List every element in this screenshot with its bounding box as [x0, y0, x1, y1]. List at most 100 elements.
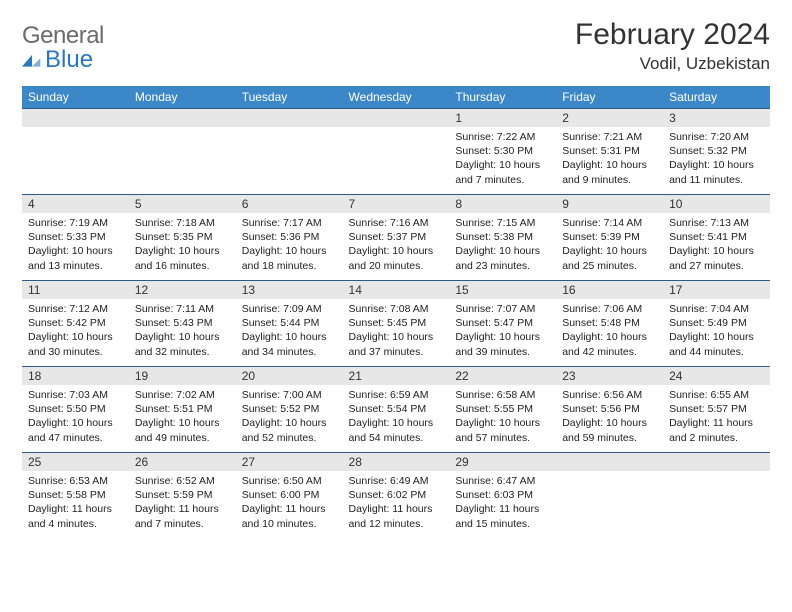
day-details: Sunrise: 6:50 AMSunset: 6:00 PMDaylight:… — [236, 471, 343, 534]
daylight-line: Daylight: 10 hours and 16 minutes. — [135, 244, 230, 272]
calendar-week-row: 11Sunrise: 7:12 AMSunset: 5:42 PMDayligh… — [22, 281, 770, 367]
calendar-day-cell: 3Sunrise: 7:20 AMSunset: 5:32 PMDaylight… — [663, 109, 770, 195]
day-number: 15 — [449, 281, 556, 299]
daylight-line: Daylight: 11 hours and 2 minutes. — [669, 416, 764, 444]
daylight-line: Daylight: 10 hours and 9 minutes. — [562, 158, 657, 186]
daylight-line: Daylight: 10 hours and 57 minutes. — [455, 416, 550, 444]
daylight-line: Daylight: 10 hours and 54 minutes. — [349, 416, 444, 444]
day-details: Sunrise: 7:12 AMSunset: 5:42 PMDaylight:… — [22, 299, 129, 362]
calendar-day-cell: 12Sunrise: 7:11 AMSunset: 5:43 PMDayligh… — [129, 281, 236, 367]
day-number: 10 — [663, 195, 770, 213]
sunset-line: Sunset: 5:57 PM — [669, 402, 764, 416]
location: Vodil, Uzbekistan — [575, 54, 770, 74]
day-header: Saturday — [663, 86, 770, 109]
daylight-line: Daylight: 10 hours and 23 minutes. — [455, 244, 550, 272]
day-number: 6 — [236, 195, 343, 213]
day-number: 12 — [129, 281, 236, 299]
sunrise-line: Sunrise: 7:20 AM — [669, 130, 764, 144]
sunrise-line: Sunrise: 7:17 AM — [242, 216, 337, 230]
sunset-line: Sunset: 5:47 PM — [455, 316, 550, 330]
sunrise-line: Sunrise: 6:50 AM — [242, 474, 337, 488]
sunset-line: Sunset: 5:59 PM — [135, 488, 230, 502]
day-number: 16 — [556, 281, 663, 299]
calendar-day-cell: 25Sunrise: 6:53 AMSunset: 5:58 PMDayligh… — [22, 453, 129, 539]
calendar-day-cell: 29 Sunrise: 6:47 AMSunset: 6:03 PMDayligh… — [449, 453, 556, 539]
sunrise-line: Sunrise: 7:12 AM — [28, 302, 123, 316]
sunrise-line: Sunrise: 7:04 AM — [669, 302, 764, 316]
calendar-day-cell: 19Sunrise: 7:02 AMSunset: 5:51 PMDayligh… — [129, 367, 236, 453]
daylight-line: Daylight: 10 hours and 25 minutes. — [562, 244, 657, 272]
sunrise-line: Sunrise: 6:56 AM — [562, 388, 657, 402]
calendar-day-cell — [343, 109, 450, 195]
day-details: Sunrise: 7:22 AMSunset: 5:30 PMDaylight:… — [449, 127, 556, 190]
sunset-line: Sunset: 5:49 PM — [669, 316, 764, 330]
day-number: 9 — [556, 195, 663, 213]
logo-text-blue: Blue — [22, 48, 104, 72]
day-details: Sunrise: 7:11 AMSunset: 5:43 PMDaylight:… — [129, 299, 236, 362]
daylight-line: Daylight: 10 hours and 18 minutes. — [242, 244, 337, 272]
logo-text-block: General Blue — [22, 24, 104, 72]
calendar-day-cell: 8Sunrise: 7:15 AMSunset: 5:38 PMDaylight… — [449, 195, 556, 281]
sunset-line: Sunset: 5:54 PM — [349, 402, 444, 416]
day-details: Sunrise: 6:52 AMSunset: 5:59 PMDaylight:… — [129, 471, 236, 534]
daylight-line: Daylight: 10 hours and 34 minutes. — [242, 330, 337, 358]
day-details: Sunrise: 6:56 AMSunset: 5:56 PMDaylight:… — [556, 385, 663, 448]
day-number: 4 — [22, 195, 129, 213]
day-number: 20 — [236, 367, 343, 385]
sunrise-line: Sunrise: 6:47 AM — [455, 474, 550, 488]
sunset-line: Sunset: 5:30 PM — [455, 144, 550, 158]
sunset-line: Sunset: 5:55 PM — [455, 402, 550, 416]
day-header: Sunday — [22, 86, 129, 109]
day-details: Sunrise: 7:21 AMSunset: 5:31 PMDaylight:… — [556, 127, 663, 190]
daylight-line: Daylight: 10 hours and 49 minutes. — [135, 416, 230, 444]
day-header: Tuesday — [236, 86, 343, 109]
calendar-day-cell: 15Sunrise: 7:07 AMSunset: 5:47 PMDayligh… — [449, 281, 556, 367]
calendar-week-row: 25Sunrise: 6:53 AMSunset: 5:58 PMDayligh… — [22, 453, 770, 539]
daylight-line: Daylight: 10 hours and 47 minutes. — [28, 416, 123, 444]
calendar-week-row: 18Sunrise: 7:03 AMSunset: 5:50 PMDayligh… — [22, 367, 770, 453]
day-header: Thursday — [449, 86, 556, 109]
calendar-day-cell: 27Sunrise: 6:50 AMSunset: 6:00 PMDayligh… — [236, 453, 343, 539]
calendar-table: Sunday Monday Tuesday Wednesday Thursday… — [22, 86, 770, 539]
calendar-day-cell: 7Sunrise: 7:16 AMSunset: 5:37 PMDaylight… — [343, 195, 450, 281]
sunrise-line: Sunrise: 7:00 AM — [242, 388, 337, 402]
sunset-line: Sunset: 5:37 PM — [349, 230, 444, 244]
day-details: Sunrise: 7:02 AMSunset: 5:51 PMDaylight:… — [129, 385, 236, 448]
day-details: Sunrise: 7:04 AMSunset: 5:49 PMDaylight:… — [663, 299, 770, 362]
daylight-line: Daylight: 10 hours and 44 minutes. — [669, 330, 764, 358]
sunrise-line: Sunrise: 6:55 AM — [669, 388, 764, 402]
sunrise-line: Sunrise: 6:59 AM — [349, 388, 444, 402]
day-details: Sunrise: 7:18 AMSunset: 5:35 PMDaylight:… — [129, 213, 236, 276]
sunrise-line: Sunrise: 7:08 AM — [349, 302, 444, 316]
logo-triangle-icon — [22, 53, 42, 67]
day-number: 13 — [236, 281, 343, 299]
day-number: 18 — [22, 367, 129, 385]
sunrise-line: Sunrise: 7:07 AM — [455, 302, 550, 316]
sunset-line: Sunset: 6:03 PM — [455, 488, 550, 502]
sunrise-line: Sunrise: 7:11 AM — [135, 302, 230, 316]
day-number: 11 — [22, 281, 129, 299]
day-header: Wednesday — [343, 86, 450, 109]
day-number: 7 — [343, 195, 450, 213]
sunset-line: Sunset: 5:38 PM — [455, 230, 550, 244]
day-details: Sunrise: 7:07 AMSunset: 5:47 PMDaylight:… — [449, 299, 556, 362]
sunrise-line: Sunrise: 6:53 AM — [28, 474, 123, 488]
day-number: 5 — [129, 195, 236, 213]
calendar-day-cell — [22, 109, 129, 195]
day-details: Sunrise: 7:08 AMSunset: 5:45 PMDaylight:… — [343, 299, 450, 362]
daylight-line: Daylight: 10 hours and 27 minutes. — [669, 244, 764, 272]
sunset-line: Sunset: 5:48 PM — [562, 316, 657, 330]
daylight-line: Daylight: 11 hours and 15 minutes. — [455, 502, 550, 530]
day-details: Sunrise: 6:49 AMSunset: 6:02 PMDaylight:… — [343, 471, 450, 534]
calendar-day-cell — [129, 109, 236, 195]
sunrise-line: Sunrise: 7:18 AM — [135, 216, 230, 230]
calendar-day-cell: 1Sunrise: 7:22 AMSunset: 5:30 PMDaylight… — [449, 109, 556, 195]
day-details: Sunrise: 7:20 AMSunset: 5:32 PMDaylight:… — [663, 127, 770, 190]
day-number: 29 — [449, 453, 556, 471]
day-number-empty — [343, 109, 450, 127]
day-details: Sunrise: 7:00 AMSunset: 5:52 PMDaylight:… — [236, 385, 343, 448]
daylight-line: Daylight: 10 hours and 11 minutes. — [669, 158, 764, 186]
calendar-page: General Blue February 2024 Vodil, Uzbeki… — [0, 0, 792, 557]
day-details: Sunrise: 7:06 AMSunset: 5:48 PMDaylight:… — [556, 299, 663, 362]
day-details: Sunrise: 7:13 AMSunset: 5:41 PMDaylight:… — [663, 213, 770, 276]
